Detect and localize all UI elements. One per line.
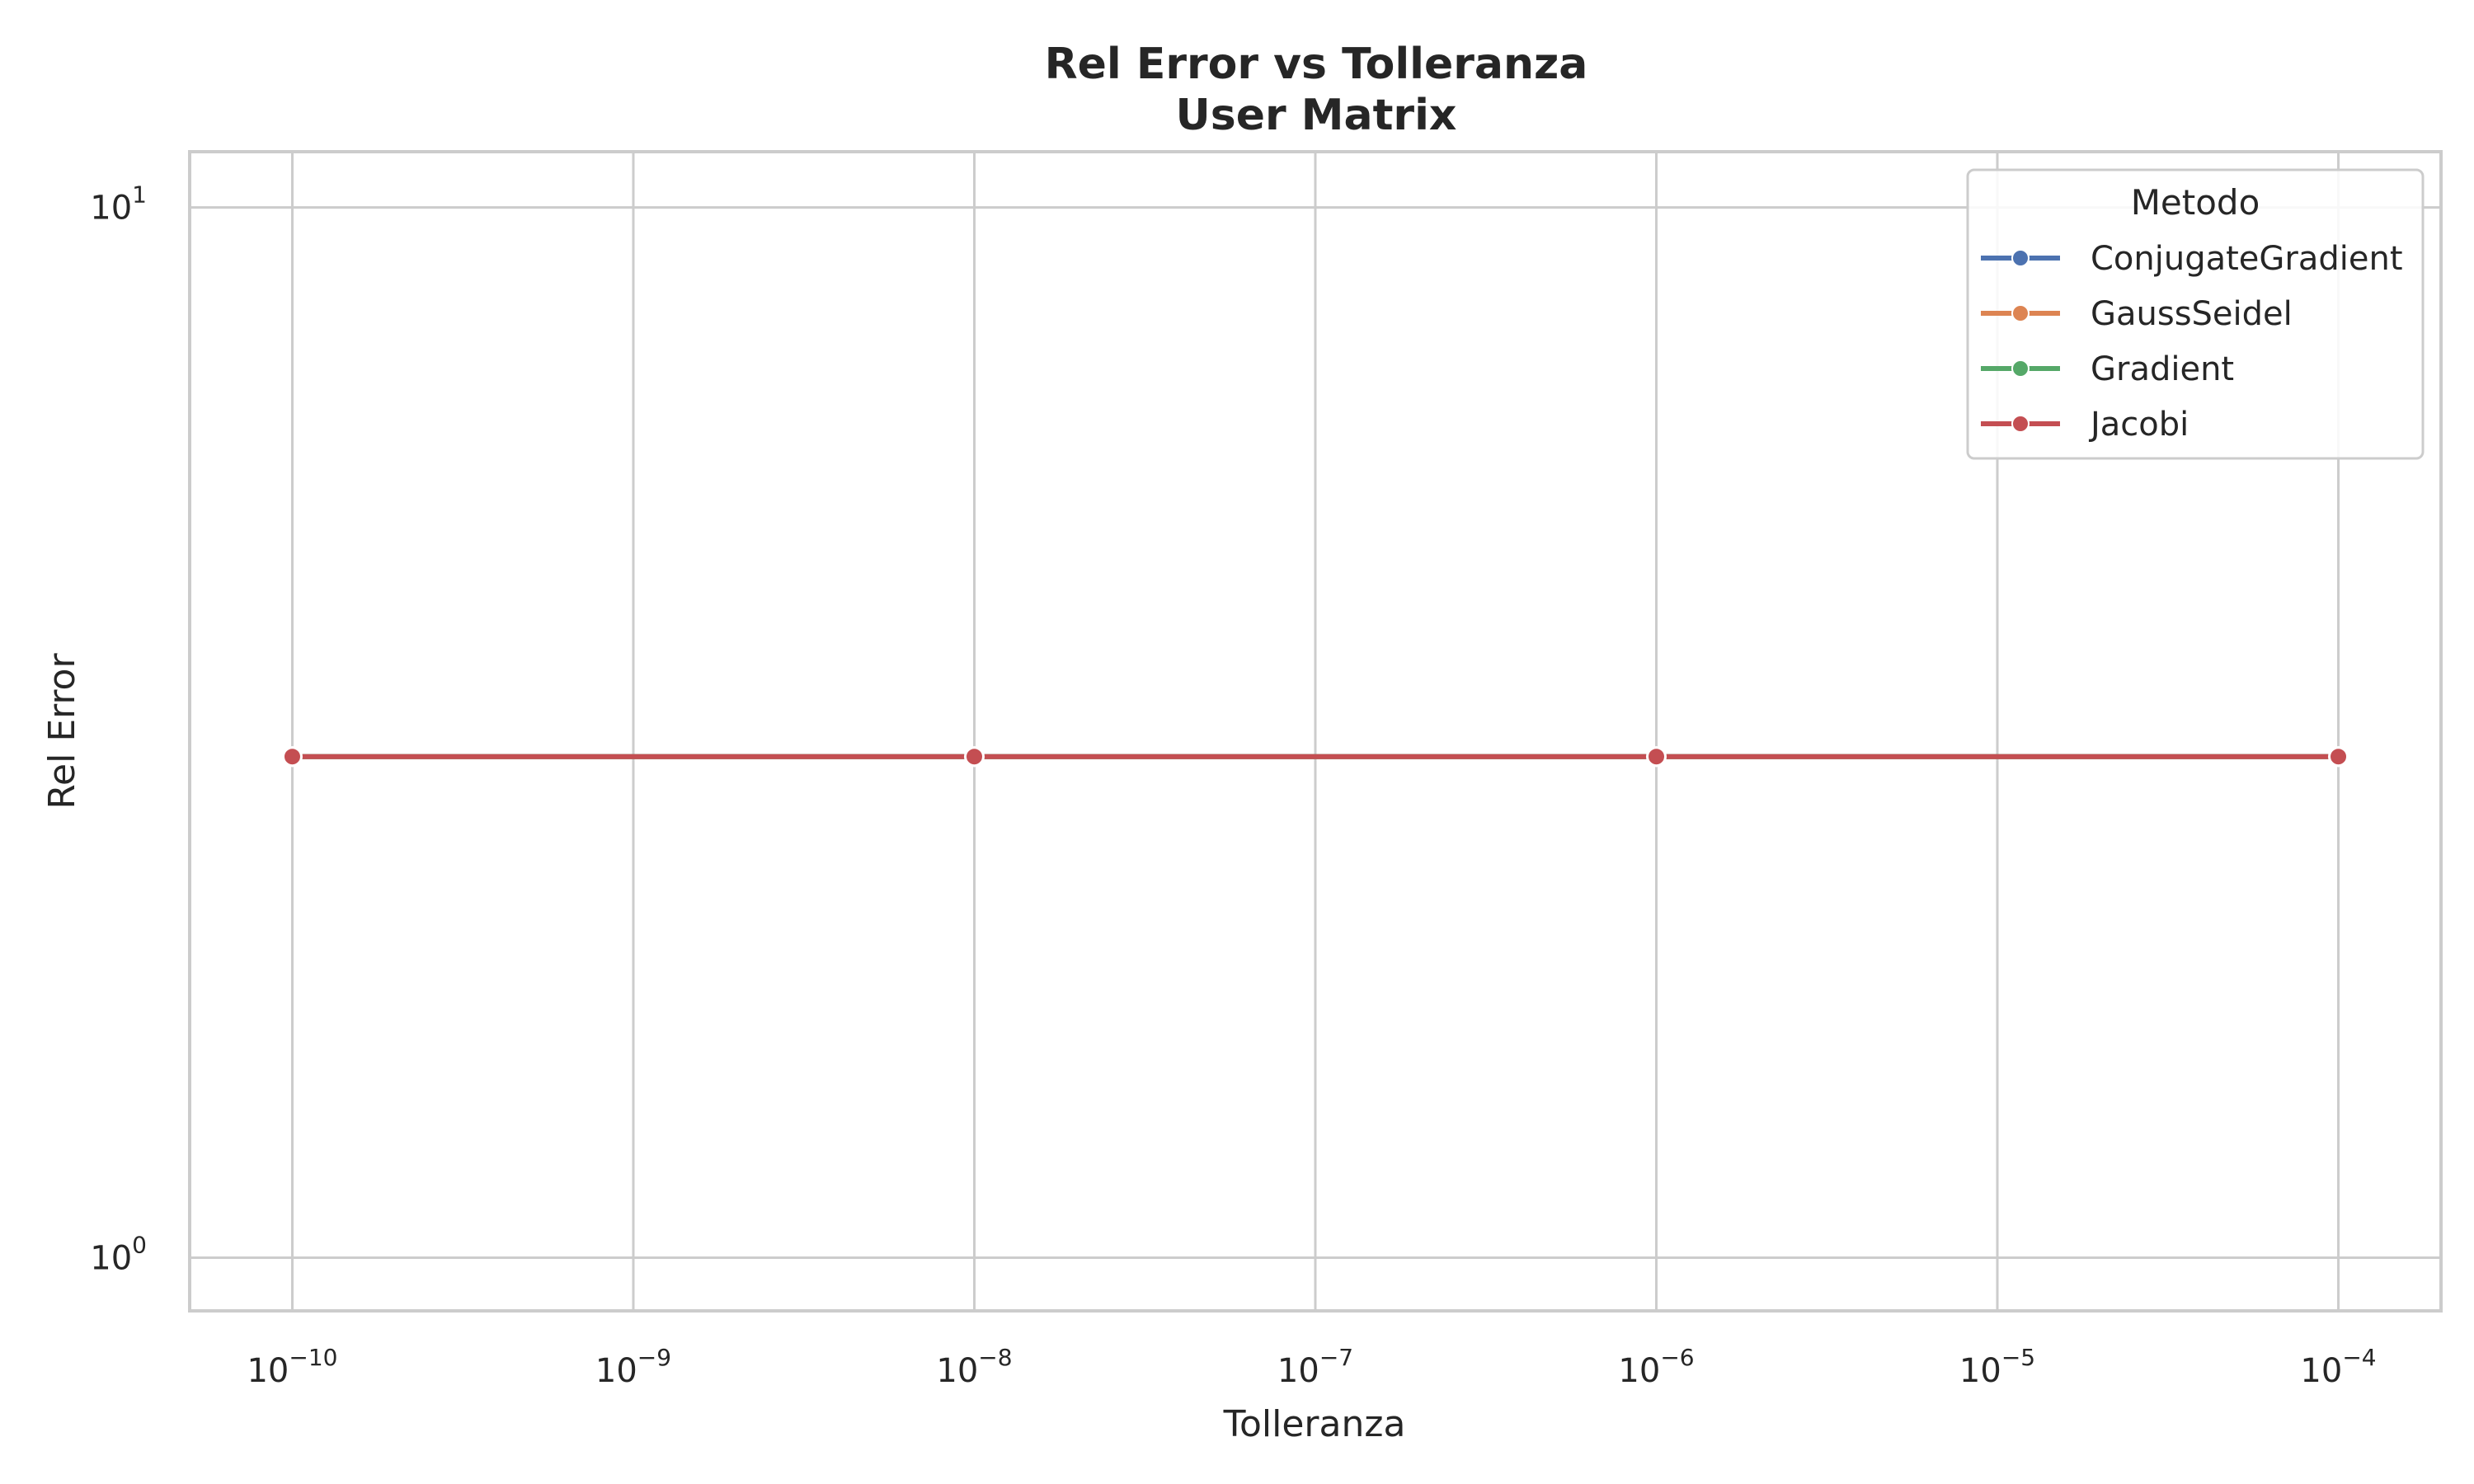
legend-box [1966, 168, 2425, 460]
x-axis-label: Tolleranza [1223, 1403, 1406, 1445]
legend-marker [2011, 304, 2030, 322]
chart-subtitle: User Matrix [1176, 91, 1457, 140]
y-tick-label: 101 [90, 181, 147, 228]
legend-items: ConjugateGradient GaussSeidel Gradient Jaco… [1981, 240, 2403, 444]
x-tick-label: 10−4 [2300, 1344, 2376, 1390]
y-tick-label: 100 [90, 1232, 147, 1278]
legend-marker [2011, 359, 2030, 378]
x-tick-label: 10−9 [595, 1344, 671, 1390]
x-tick-label: 10−5 [1959, 1344, 2035, 1390]
legend-item: Jacobi [1981, 406, 2189, 444]
legend: Metodo ConjugateGradient GaussSeidel Gradi… [1966, 168, 2425, 460]
x-tick-label: 10−10 [247, 1344, 337, 1390]
legend-label: ConjugateGradient [2091, 240, 2403, 278]
y-tick-labels: 100 101 [90, 181, 147, 1278]
data-point [963, 746, 985, 768]
x-tick-label: 10−6 [1618, 1344, 1694, 1390]
legend-marker [2011, 249, 2030, 267]
plot-frame [188, 150, 2443, 1313]
series-jacobi [281, 746, 2349, 768]
chart-title: Rel Error vs Tolleranza [1045, 40, 1588, 89]
legend-label: Gradient [2091, 350, 2234, 388]
data-point [2328, 746, 2349, 768]
series-lines [281, 746, 2349, 768]
legend-item: ConjugateGradient [1981, 240, 2403, 278]
legend-title: Metodo [2131, 182, 2260, 223]
legend-marker [2011, 415, 2030, 433]
x-tick-labels: 10−10 10−9 10−8 10−7 10−6 10−5 10−4 [247, 1344, 2376, 1390]
legend-item: GaussSeidel [1981, 295, 2293, 333]
y-axis-label: Rel Error [41, 653, 83, 810]
legend-label: Jacobi [2088, 406, 2189, 444]
legend-item: Gradient [1981, 350, 2234, 388]
legend-label: GaussSeidel [2091, 295, 2293, 333]
data-point [281, 746, 303, 768]
x-tick-label: 10−7 [1277, 1344, 1353, 1390]
x-tick-label: 10−8 [936, 1344, 1012, 1390]
data-point [1646, 746, 1667, 768]
